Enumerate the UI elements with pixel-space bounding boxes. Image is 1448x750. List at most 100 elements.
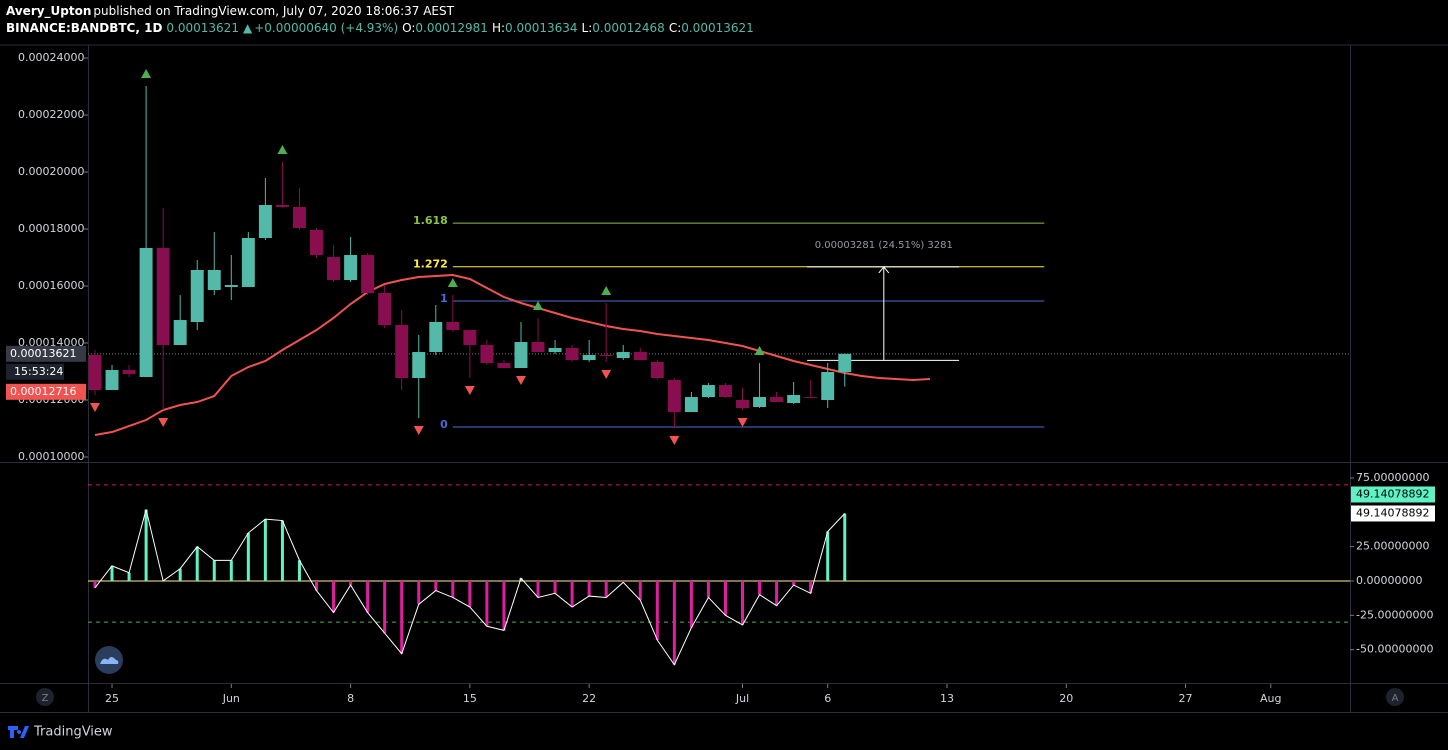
y-tick-label: 0.00024000 [18, 51, 84, 64]
candle-body [650, 361, 664, 379]
fib-label: 0 [440, 418, 448, 431]
brand: TradingView [33, 725, 113, 740]
auto-button[interactable]: A [1392, 693, 1399, 704]
pivot-low [464, 386, 475, 396]
pivot-low [158, 418, 169, 428]
x-tick-label: Jul [735, 692, 749, 705]
symbol: BINANCE:BANDBTC, 1D [6, 21, 163, 35]
candle-body [207, 270, 221, 291]
y-tick-label: 0.00022000 [18, 108, 84, 121]
candle-body [582, 355, 596, 361]
candle-body [105, 370, 119, 391]
fib-label: 1 [440, 292, 448, 305]
candle-body [361, 255, 375, 293]
candle-body [531, 342, 545, 353]
candle-body [224, 285, 238, 288]
y-tick-label: 0.00010000 [18, 450, 84, 463]
logo-icon [100, 657, 119, 664]
x-tick-label: 27 [1179, 692, 1193, 705]
histogram-bar [758, 580, 762, 595]
histogram-bar [775, 580, 779, 606]
histogram-bar [502, 580, 506, 631]
y-tick-label: 0.00016000 [18, 279, 84, 292]
candle-body [429, 322, 443, 353]
x-tick-label: 22 [582, 692, 596, 705]
histogram-bar [280, 520, 284, 581]
x-tick-label: 20 [1059, 692, 1073, 705]
candle-body [804, 397, 818, 399]
ohlc-label: L: [581, 21, 593, 35]
fib-label: 1.618 [413, 214, 448, 227]
candle-body [616, 352, 630, 359]
y2-tick-label: 0.00000000 [1356, 574, 1422, 587]
candle-body [718, 385, 732, 398]
histogram-bar [93, 580, 97, 588]
candle-body [310, 230, 323, 256]
candle-body [139, 247, 153, 378]
pivot-low [515, 376, 526, 386]
y2-tick-label: -25.00000000 [1356, 608, 1433, 621]
pivot-low [413, 425, 424, 435]
candle-body [667, 380, 681, 413]
candle-body [701, 385, 715, 398]
moving-average [94, 274, 931, 436]
candle-body [156, 247, 170, 346]
candle-body [173, 320, 187, 346]
candle-body [599, 355, 613, 357]
ohlc-label: H: [491, 21, 506, 35]
candle-body [190, 270, 204, 323]
histogram-bar [229, 560, 233, 581]
candle-body [446, 322, 460, 331]
histogram-bar [621, 580, 625, 583]
histogram-bar [655, 580, 659, 641]
histogram-bar [246, 532, 250, 581]
scale-button[interactable]: Z [42, 693, 49, 704]
histogram-bar [587, 580, 591, 597]
histogram-bar [570, 580, 574, 608]
histogram-bar [315, 580, 319, 591]
price: 0.00013621 [166, 21, 239, 35]
button-bg[interactable] [36, 688, 54, 706]
fib-label: 1.272 [413, 258, 448, 271]
histogram-bar [843, 513, 847, 581]
button-bg[interactable] [1386, 688, 1404, 706]
arrow: ▲ [242, 21, 253, 35]
last-price-label: 0.00013621 [10, 347, 76, 360]
candle-body [122, 370, 136, 375]
pivot-low [601, 369, 612, 379]
candle-body [344, 255, 358, 281]
header-line-2: BINANCE:BANDBTC, 1D 0.00013621 ▲ +0.0000064… [6, 21, 762, 35]
candle-body [548, 348, 562, 353]
histogram-bar [110, 565, 114, 581]
label-bg [6, 363, 64, 380]
x-tick-label: 6 [824, 692, 831, 705]
candle-body [275, 204, 289, 207]
ohlc-value: 0.00012468 [592, 21, 665, 35]
histogram-bar [178, 568, 182, 581]
histogram-bar [144, 509, 148, 581]
label-bg [1351, 505, 1435, 522]
candle-body [395, 325, 409, 379]
label-bg [6, 345, 86, 362]
candle-body [684, 397, 698, 413]
candle-body [241, 237, 255, 288]
histogram-bar [332, 580, 336, 613]
ohlc-value: 0.00013621 [681, 21, 754, 35]
pivot-high [533, 300, 544, 310]
pivot-high [754, 346, 765, 356]
brand-logo [8, 726, 29, 738]
histogram-bar [741, 580, 745, 625]
histogram-bar [672, 580, 676, 665]
histogram-bar [689, 580, 693, 628]
histogram-bar [809, 580, 813, 594]
published: published on TradingView.com, July 07, 2… [93, 4, 454, 18]
histogram-bar [212, 560, 216, 581]
y-tick-label: 0.00018000 [18, 222, 84, 235]
x-tick-label: Jun [222, 692, 240, 705]
candle-body [480, 345, 494, 364]
candle-body [327, 257, 341, 281]
candle-body [633, 352, 647, 361]
histogram-bar [553, 580, 557, 594]
